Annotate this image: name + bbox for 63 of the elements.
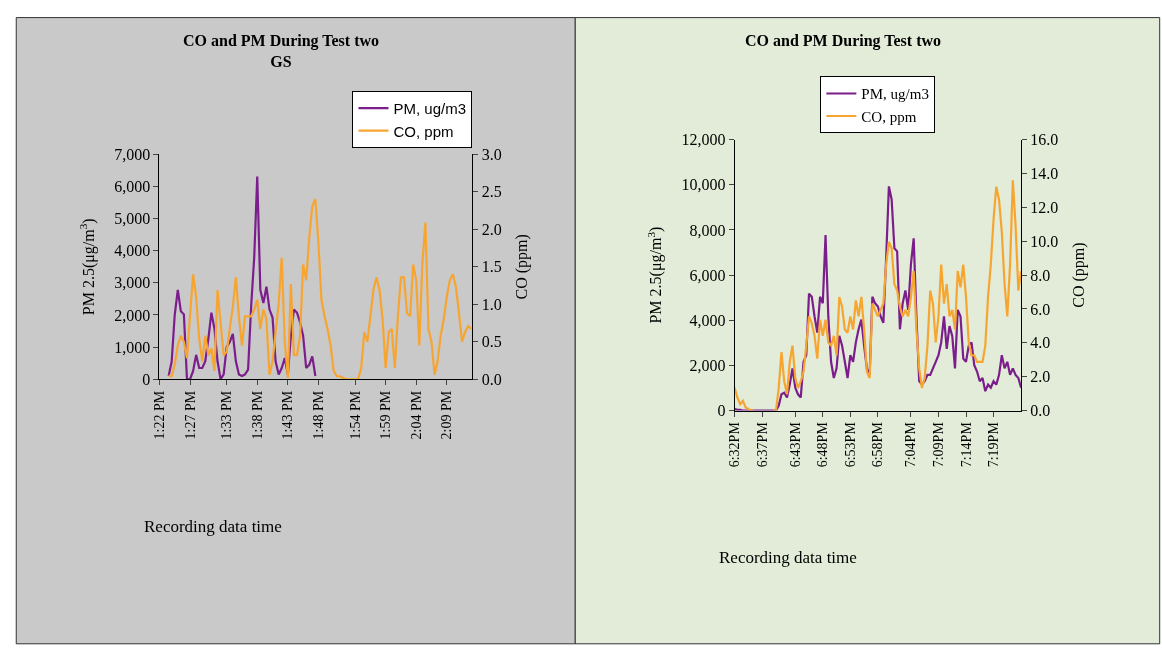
- x-tick-label: 6:37PM: [754, 421, 770, 468]
- y2-tick-label: 2.0: [481, 220, 502, 238]
- x-axis-title: Recording data time: [719, 548, 857, 567]
- x-tick-label: 1:38 PM: [249, 390, 265, 440]
- x-tick-label: 2:09 PM: [439, 390, 455, 440]
- x-tick-label: 1:59 PM: [378, 390, 394, 440]
- line-series: [167, 175, 317, 380]
- y2-tick-label: 4.0: [1030, 334, 1051, 352]
- chart-title: CO and PM During Test two: [745, 32, 942, 50]
- y-tick-label: 6,000: [689, 266, 726, 284]
- y-tick-label: 0: [717, 402, 726, 420]
- y-tick-label: 10,000: [681, 176, 726, 194]
- y-tick-label: 3,000: [114, 274, 151, 292]
- legend-label: CO, ppm: [393, 122, 454, 140]
- legend-label: PM, ug/m3: [861, 86, 929, 103]
- y2-axis-title: CO (ppm): [1069, 242, 1088, 308]
- x-tick-label: 7:04PM: [903, 421, 919, 468]
- x-tick-label: 7:19PM: [986, 421, 1002, 468]
- y-tick-label: 4,000: [689, 311, 726, 329]
- y-tick-label: 8,000: [689, 221, 726, 239]
- y2-tick-label: 0.0: [481, 370, 502, 388]
- x-tick-label: 1:27 PM: [182, 390, 198, 440]
- y2-tick-label: 8.0: [1030, 266, 1051, 284]
- y-tick-label: 1,000: [114, 338, 151, 356]
- legend-label: PM, ug/m3: [393, 100, 466, 118]
- y2-tick-label: 16.0: [1030, 131, 1059, 149]
- y2-tick-label: 1.5: [481, 258, 502, 276]
- x-tick-label: 1:22 PM: [152, 390, 168, 440]
- x-tick-label: 6:48PM: [815, 421, 831, 468]
- y-tick-label: 12,000: [681, 131, 726, 149]
- y-tick-label: 2,000: [114, 306, 151, 324]
- y2-tick-label: 2.0: [1030, 368, 1051, 386]
- x-tick-label: 7:09PM: [931, 421, 947, 468]
- x-tick-label: 6:32PM: [727, 421, 743, 468]
- x-tick-label: 1:33 PM: [219, 390, 235, 440]
- y2-tick-label: 0.0: [1030, 402, 1051, 420]
- x-tick-label: 1:43 PM: [280, 390, 296, 440]
- y-tick-label: 5,000: [114, 210, 151, 228]
- y-tick-label: 7,000: [114, 145, 151, 163]
- x-tick-label: 6:58PM: [870, 421, 886, 468]
- y2-tick-label: 0.5: [481, 333, 502, 351]
- y2-tick-label: 2.5: [481, 183, 502, 201]
- y2-tick-label: 12.0: [1030, 198, 1059, 216]
- x-tick-label: 1:54 PM: [347, 390, 363, 440]
- chart-title: CO and PM During Test two GS: [183, 32, 380, 70]
- x-tick-label: 2:04 PM: [408, 390, 424, 440]
- x-tick-label: 6:53PM: [842, 421, 858, 468]
- line-series: [167, 198, 473, 380]
- x-tick-label: 7:14PM: [958, 421, 974, 468]
- x-tick-label: 1:48 PM: [310, 390, 326, 440]
- x-tick-label: 6:43PM: [787, 421, 803, 468]
- y2-tick-label: 3.0: [481, 145, 502, 163]
- y2-tick-label: 14.0: [1030, 165, 1059, 183]
- y-tick-label: 6,000: [114, 178, 151, 196]
- x-axis-title: Recording data time: [144, 517, 282, 536]
- legend-label: CO, ppm: [861, 108, 917, 125]
- y-tick-label: 2,000: [689, 357, 726, 375]
- y-tick-label: 4,000: [114, 242, 151, 260]
- y-tick-label: 0: [142, 370, 151, 388]
- y2-tick-label: 1.0: [481, 295, 502, 313]
- y2-tick-label: 6.0: [1030, 300, 1051, 318]
- y2-axis-title: CO (ppm): [513, 234, 532, 300]
- y2-tick-label: 10.0: [1030, 232, 1059, 250]
